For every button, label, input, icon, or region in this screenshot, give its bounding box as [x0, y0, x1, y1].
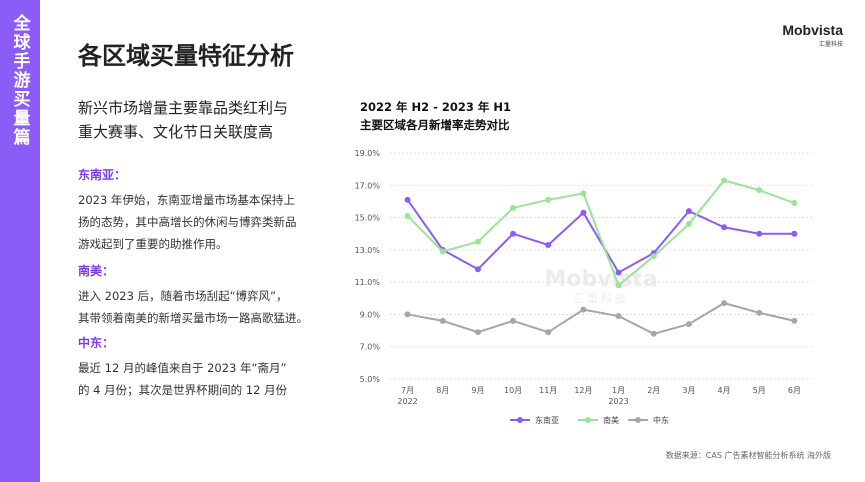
- chart-title-line-2: 主要区域各月新增率走势对比: [360, 118, 510, 132]
- data-point: [439, 317, 446, 324]
- data-source-note: 数据来源：CAS 广告素材智能分析系统 海外版: [665, 451, 831, 460]
- section-heading: 中东：: [78, 336, 115, 350]
- headline: 新兴市场增量主要靠品类红利与 重大赛事、文化节日关联度高: [78, 96, 328, 144]
- x-tick-label: 10月: [504, 386, 522, 395]
- x-tick-label: 1月: [612, 386, 625, 395]
- sidebar: 全球手游买量篇: [0, 0, 40, 482]
- legend-swatch-dot: [517, 417, 523, 423]
- section-sea: 东南亚： 2023 年伊始，东南亚增量市场基本保持上 扬的态势，其中高增长的休闲…: [78, 166, 338, 255]
- data-point: [510, 230, 517, 237]
- data-point: [615, 282, 622, 289]
- series-line-2: [407, 302, 795, 335]
- x-tick-label: 9月: [471, 386, 484, 395]
- data-point: [756, 309, 763, 316]
- x-year-label: 2023: [608, 397, 628, 406]
- data-point: [756, 187, 763, 194]
- data-point: [791, 317, 798, 324]
- x-tick-label: 3月: [682, 386, 695, 395]
- x-tick-label: 2月: [647, 386, 660, 395]
- legend-label: 中东: [653, 415, 669, 425]
- legend-swatch-dot: [585, 417, 591, 423]
- data-point: [721, 177, 728, 184]
- data-point: [545, 329, 552, 336]
- chart-title: 2022 年 H2 - 2023 年 H1 主要区域各月新增率走势对比: [360, 98, 511, 134]
- data-point: [615, 269, 622, 276]
- data-point: [545, 196, 552, 203]
- data-point: [474, 266, 481, 273]
- data-point: [685, 321, 692, 328]
- chart-title-line-1: 2022 年 H2 - 2023 年 H1: [360, 100, 512, 114]
- x-tick-label: 6月: [788, 386, 801, 395]
- y-tick-label: 11.0%: [355, 278, 381, 287]
- data-point: [510, 204, 517, 211]
- x-tick-label: 8月: [436, 386, 449, 395]
- data-point: [721, 224, 728, 231]
- legend-label: 东南亚: [535, 415, 559, 425]
- section-sa: 南美： 进入 2023 后，随着市场刮起“博弈风”， 其带领着南美的新增买量市场…: [78, 262, 338, 329]
- headline-line-2: 重大赛事、文化节日关联度高: [78, 123, 274, 141]
- watermark-subtext: 汇量科技: [573, 291, 629, 305]
- section-heading: 南美：: [78, 264, 115, 278]
- series-line-0: [406, 199, 795, 274]
- x-tick-label: 5月: [753, 386, 766, 395]
- y-tick-label: 17.0%: [355, 181, 381, 190]
- legend-label: 南美: [603, 415, 619, 425]
- data-point: [685, 221, 692, 228]
- section-line: 其带领着南美的新增买量市场一路高歌猛进。: [78, 311, 308, 325]
- data-point: [580, 306, 587, 313]
- data-point: [474, 329, 481, 336]
- y-tick-label: 5.0%: [360, 375, 381, 384]
- y-tick-label: 15.0%: [355, 214, 381, 223]
- mobvista-logo: Mobvista 汇量科技: [782, 22, 843, 48]
- data-point: [791, 200, 798, 207]
- section-body: 进入 2023 后，随着市场刮起“博弈风”， 其带领着南美的新增买量市场一路高歌…: [78, 285, 338, 329]
- section-line: 进入 2023 后，随着市场刮起“博弈风”，: [78, 289, 288, 303]
- section-me: 中东： 最近 12 月的峰值来自于 2023 年“斋月” 的 4 月份；其次是世…: [78, 334, 338, 401]
- x-tick-label: 4月: [718, 386, 731, 395]
- y-tick-label: 7.0%: [360, 343, 381, 352]
- x-tick-label: 12月: [574, 386, 592, 395]
- y-tick-label: 9.0%: [360, 310, 381, 319]
- data-point: [510, 317, 517, 324]
- data-point: [650, 330, 657, 337]
- data-point: [721, 300, 728, 307]
- data-point: [404, 311, 411, 318]
- data-point: [404, 196, 411, 203]
- section-line: 最近 12 月的峰值来自于 2023 年“斋月”: [78, 361, 287, 375]
- section-body: 2023 年伊始，东南亚增量市场基本保持上 扬的态势，其中高增长的休闲与博弈类新…: [78, 189, 338, 255]
- headline-line-1: 新兴市场增量主要靠品类红利与: [78, 99, 289, 117]
- data-point: [545, 242, 552, 249]
- y-tick-label: 13.0%: [355, 246, 381, 255]
- watermark-text: Mobvista: [544, 267, 657, 292]
- data-point: [791, 230, 798, 237]
- logo-text: Mobvista: [782, 22, 843, 38]
- section-line: 2023 年伊始，东南亚增量市场基本保持上: [78, 193, 295, 207]
- y-tick-label: 19.0%: [355, 149, 381, 158]
- data-point: [615, 313, 622, 320]
- data-point: [580, 190, 587, 197]
- data-point: [650, 253, 657, 260]
- data-point: [404, 212, 411, 219]
- sidebar-label: 全球手游买量篇: [9, 14, 30, 147]
- x-tick-label: 11月: [539, 386, 557, 395]
- data-point: [474, 238, 481, 245]
- section-body: 最近 12 月的峰值来自于 2023 年“斋月” 的 4 月份；其次是世界杯期间…: [78, 357, 338, 401]
- data-point: [756, 230, 763, 237]
- data-point: [685, 208, 692, 215]
- series-line-1: [406, 179, 795, 288]
- data-point: [439, 248, 446, 255]
- section-line: 的 4 月份；其次是世界杯期间的 12 月份: [78, 383, 288, 397]
- x-tick-label: 7月: [401, 386, 414, 395]
- legend-swatch-dot: [635, 417, 641, 423]
- page-title: 各区域买量特征分析: [78, 42, 294, 70]
- section-line: 游戏起到了重要的助推作用。: [78, 237, 228, 251]
- data-point: [580, 209, 587, 216]
- x-year-label: 2022: [397, 397, 417, 406]
- section-heading: 东南亚：: [78, 168, 127, 182]
- section-line: 扬的态势，其中高增长的休闲与博弈类新品: [78, 215, 297, 229]
- logo-subtext: 汇量科技: [818, 41, 843, 48]
